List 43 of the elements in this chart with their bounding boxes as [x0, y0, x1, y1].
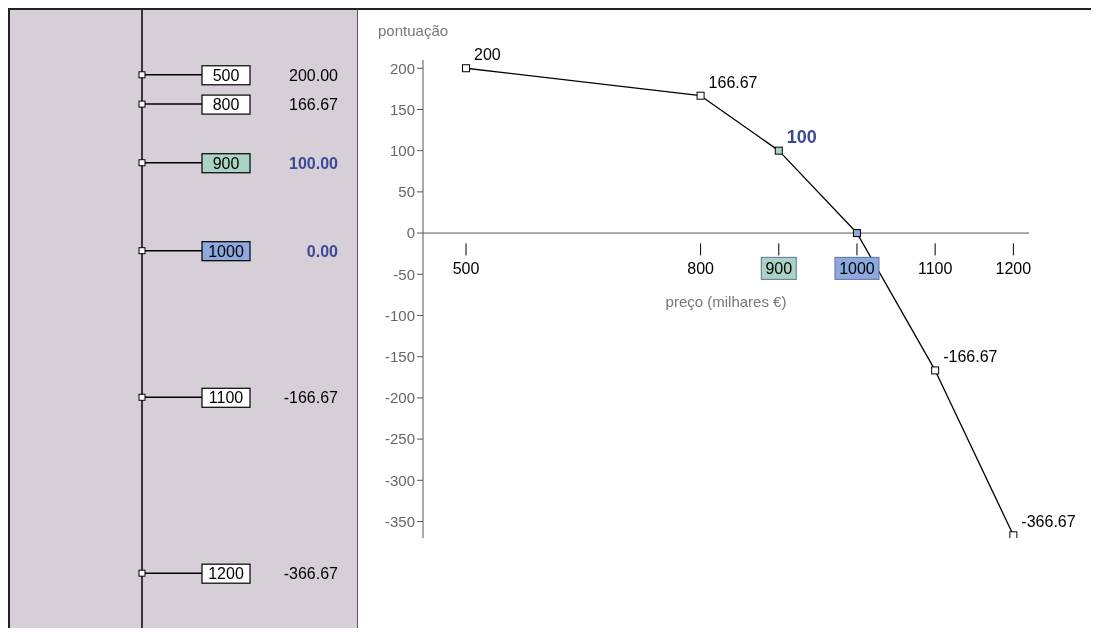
point — [1009, 531, 1018, 538]
x-tick-label: 1100 — [917, 260, 953, 278]
y-tick-label: -50 — [393, 265, 415, 283]
y-tick-label: 0 — [406, 224, 415, 242]
category-label: 500 — [212, 66, 240, 84]
x-tick-label: 500 — [452, 260, 480, 278]
y-tick-label: 100 — [389, 141, 415, 159]
data-label: 100 — [786, 126, 817, 147]
y-tick-label: 200 — [389, 59, 415, 77]
y-tick-label: -250 — [384, 430, 415, 448]
category-label: 800 — [212, 96, 240, 114]
point — [696, 91, 705, 100]
data-label: -366.67 — [1021, 513, 1076, 531]
data-label: 166.67 — [289, 96, 339, 114]
category-label: 1100 — [208, 389, 244, 407]
data-label: -166.67 — [283, 389, 339, 407]
data-label: 200 — [474, 46, 501, 64]
data-label: -166.67 — [943, 348, 998, 366]
x-tick-label: 1200 — [995, 260, 1032, 278]
x-tick-label: 900 — [765, 260, 793, 278]
data-label: 0.00 — [306, 242, 339, 260]
point — [931, 366, 940, 375]
data-label: 200.00 — [289, 66, 339, 84]
category-label: 900 — [212, 154, 240, 172]
data-label: -366.67 — [283, 565, 339, 583]
point — [462, 64, 471, 73]
y-tick-label: -150 — [384, 348, 415, 366]
y-tick-label: -300 — [384, 471, 415, 489]
category-label: 1000 — [208, 242, 244, 260]
category-label: 1200 — [208, 565, 244, 583]
y-tick-label: 150 — [389, 100, 415, 118]
x-tick-label: 800 — [687, 260, 715, 278]
y-tick-label: -100 — [384, 306, 415, 324]
x-axis-title: preço (milhares €) — [665, 293, 787, 311]
y-tick-label: -350 — [384, 512, 415, 530]
point — [774, 146, 783, 155]
data-label: 166.67 — [708, 73, 758, 91]
y-tick-label: 50 — [398, 183, 415, 201]
point — [852, 229, 861, 238]
x-tick-label: 1000 — [839, 260, 875, 278]
data-label: 100.00 — [289, 154, 339, 172]
y-axis-title: pontuação — [378, 22, 449, 39]
y-tick-label: -200 — [384, 389, 415, 407]
